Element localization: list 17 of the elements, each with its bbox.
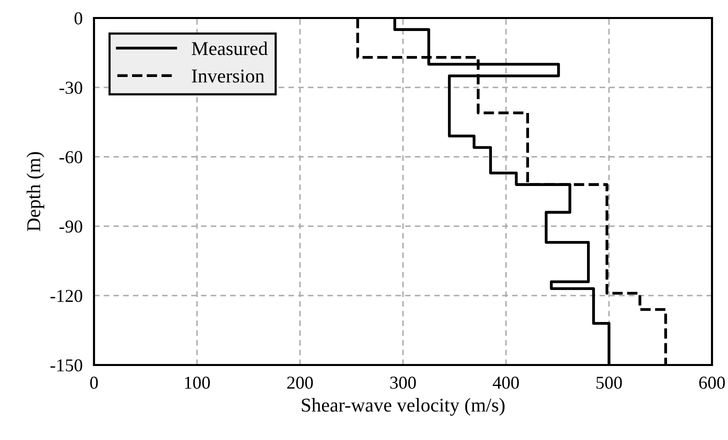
y-tick-label: -150 xyxy=(50,359,82,372)
x-axis-title: Shear-wave velocity (m/s) xyxy=(302,398,505,416)
x-tick-label: 600 xyxy=(699,376,725,389)
x-tick-label: 500 xyxy=(596,376,622,389)
y-tick-label: -30 xyxy=(59,82,82,94)
x-tick-label: 200 xyxy=(287,376,313,389)
x-tick-label: 0 xyxy=(90,376,98,389)
y-tick-label: -90 xyxy=(59,220,82,233)
x-tick-label: 400 xyxy=(492,376,519,389)
legend-label: Inversion xyxy=(192,70,264,83)
y-tick-label: -60 xyxy=(59,151,82,164)
x-tick-label: 300 xyxy=(390,376,416,389)
y-axis-title: Depth (m) xyxy=(26,152,44,232)
y-tick-label: 0 xyxy=(74,12,82,24)
y-tick-label: -120 xyxy=(50,290,82,302)
x-tick-label: 100 xyxy=(185,376,210,389)
legend-label: Measured xyxy=(192,41,268,56)
